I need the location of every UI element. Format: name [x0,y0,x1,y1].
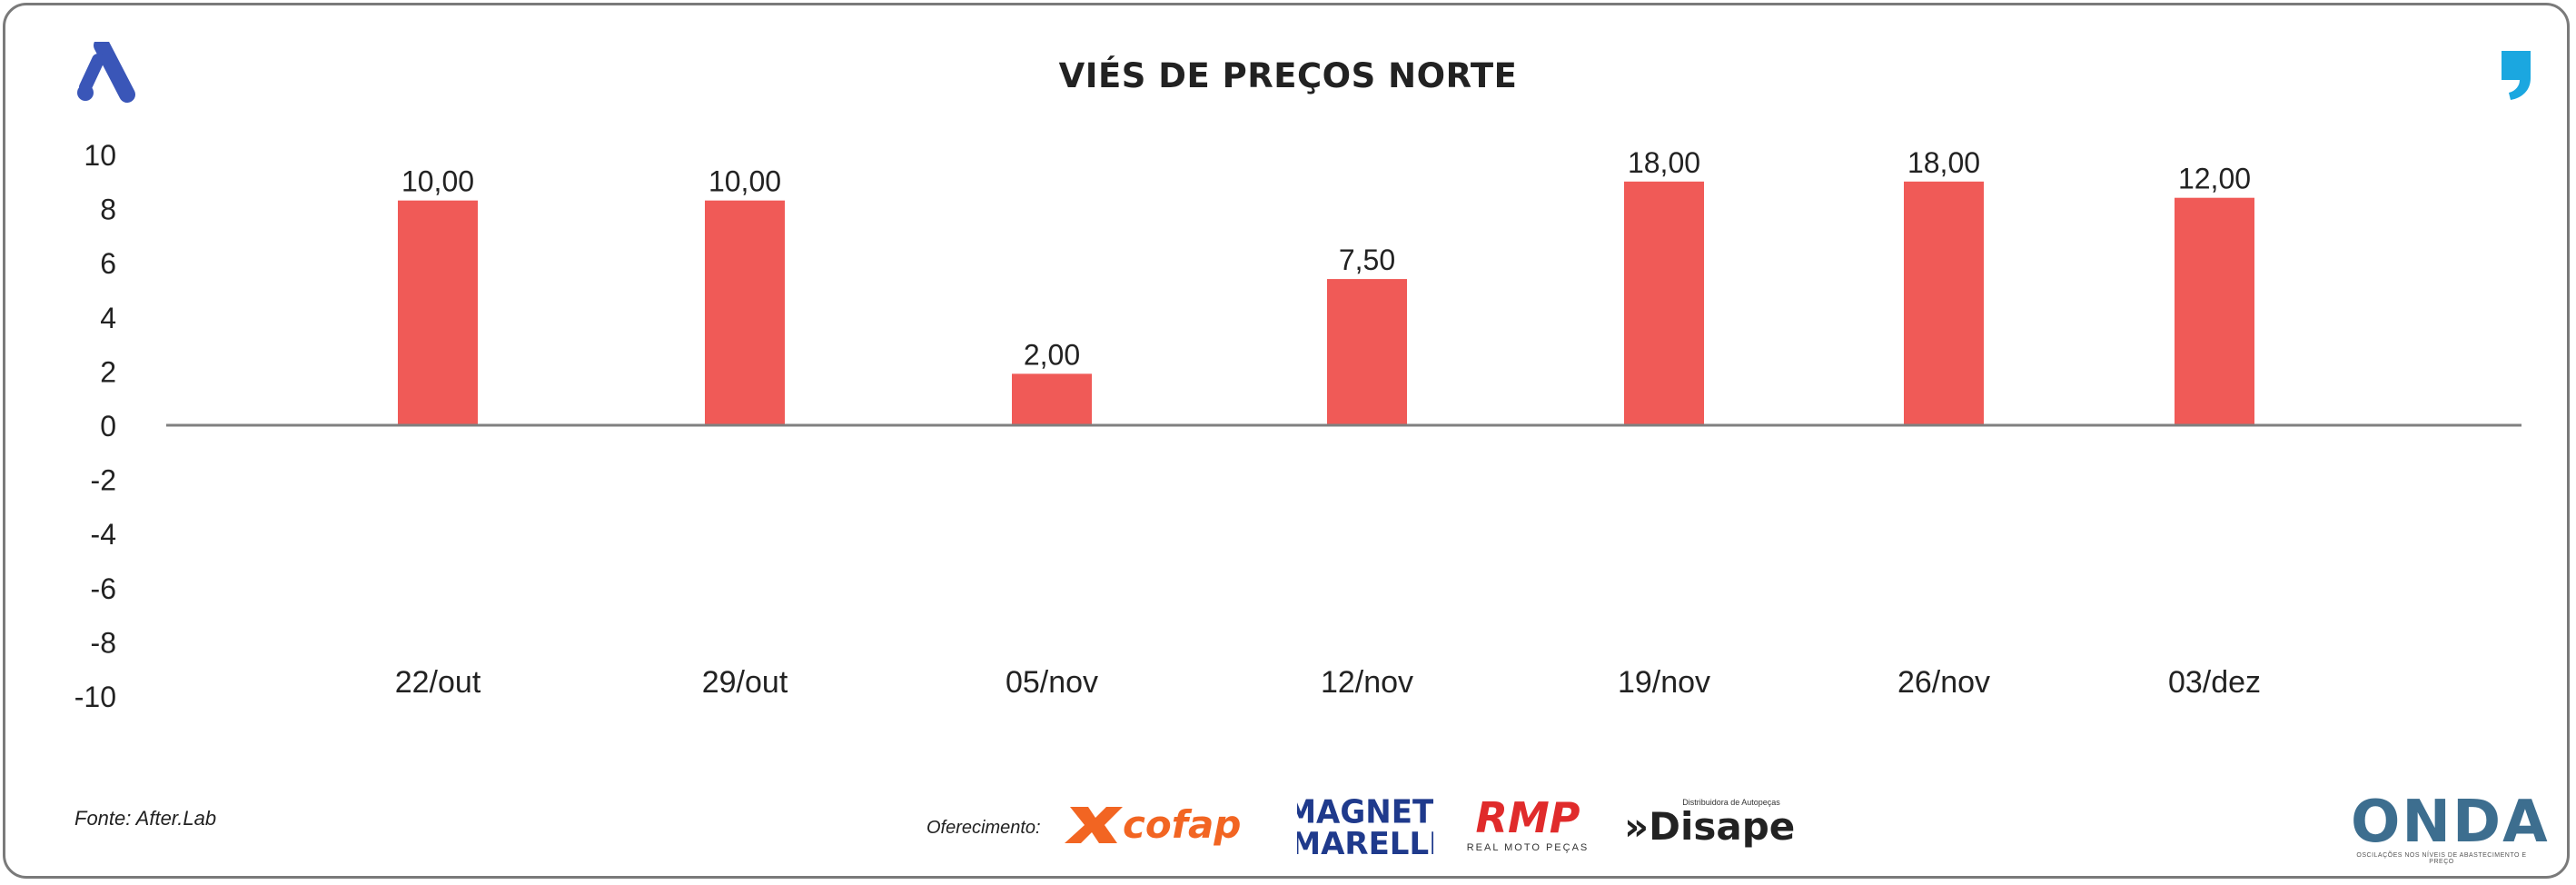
data-label: 2,00 [1024,338,1080,371]
x-tick-label: 12/nov [1321,665,1413,700]
data-label: 18,00 [1907,146,1980,179]
y-tick-label: -8 [91,626,116,659]
y-axis-ticks: 10 8 6 4 2 0 -2 -4 -6 -8 -10 [74,139,116,713]
magneti-marelli-logo: MAGNETI MARELLI [1297,794,1433,862]
data-label: 10,00 [708,165,781,198]
magneti-line1: MAGNETI [1297,794,1433,831]
rmp-wordmark: RMP [1476,794,1580,842]
data-labels: 10,00 10,00 2,00 7,50 18,00 18,00 12,00 [401,146,2251,372]
y-tick-label: 2 [100,355,116,388]
disape-logo: Distribuidora de Autopeças »Disape [1624,798,1795,849]
bar-19/nov [1624,181,1704,426]
x-tick-label: 26/nov [1897,665,1990,700]
y-tick-label: -4 [91,518,116,551]
x-tick-label: 22/out [395,665,481,700]
onda-logo: ONDA OSCILAÇÕES NOS NÍVEIS DE ABASTECIME… [2351,789,2550,865]
y-tick-label: 10 [84,139,116,172]
rmp-logo: RMP REAL MOTO PEÇAS [1467,794,1590,853]
triangle-a-logo-icon [77,42,135,103]
chart-title: VIÉS DE PREÇOS NORTE [1058,56,1518,95]
bar-26/nov [1904,181,1984,426]
y-tick-label: 0 [100,410,116,442]
onda-wordmark: ONDA [2351,789,2550,856]
data-label: 7,50 [1339,244,1395,276]
bar-03/dez [2175,197,2254,425]
y-tick-label: 8 [100,194,116,226]
quote-comma-logo-icon [2502,51,2531,100]
y-tick-label: 4 [100,302,116,334]
source-note: Fonte: After.Lab [74,807,217,830]
data-label: 18,00 [1628,146,1700,179]
cofap-logo: cofap [1065,802,1241,847]
data-label: 10,00 [401,165,474,198]
x-axis-ticks: 22/out 29/out 05/nov 12/nov 19/nov 26/nov 03/d… [395,665,2261,700]
bar-29/out [705,200,785,425]
bar-05/nov [1012,373,1092,425]
cofap-wordmark: cofap [1123,802,1241,847]
disape-subtitle: Distribuidora de Autopeças [1682,798,1780,807]
bar-22/out [398,200,478,425]
bar-12/nov [1327,279,1407,425]
y-tick-label: 6 [100,247,116,280]
data-label: 12,00 [2178,163,2251,195]
y-tick-label: -2 [91,464,116,497]
x-tick-label: 19/nov [1618,665,1710,700]
sponsor-label: Oferecimento: [926,818,1041,838]
chart-frame [3,3,2570,879]
disape-wordmark: »Disape [1624,804,1795,849]
y-tick-label: -10 [74,681,116,713]
y-tick-label: -6 [91,572,116,605]
x-tick-label: 05/nov [1006,665,1098,700]
magneti-line2: MARELLI [1297,826,1433,862]
onda-subtitle: OSCILAÇÕES NOS NÍVEIS DE ABASTECIMENTO E… [2356,852,2527,865]
x-tick-label: 03/dez [2168,665,2261,700]
bars [398,181,2254,426]
x-tick-label: 29/out [702,665,788,700]
rmp-subtitle: REAL MOTO PEÇAS [1467,842,1590,853]
